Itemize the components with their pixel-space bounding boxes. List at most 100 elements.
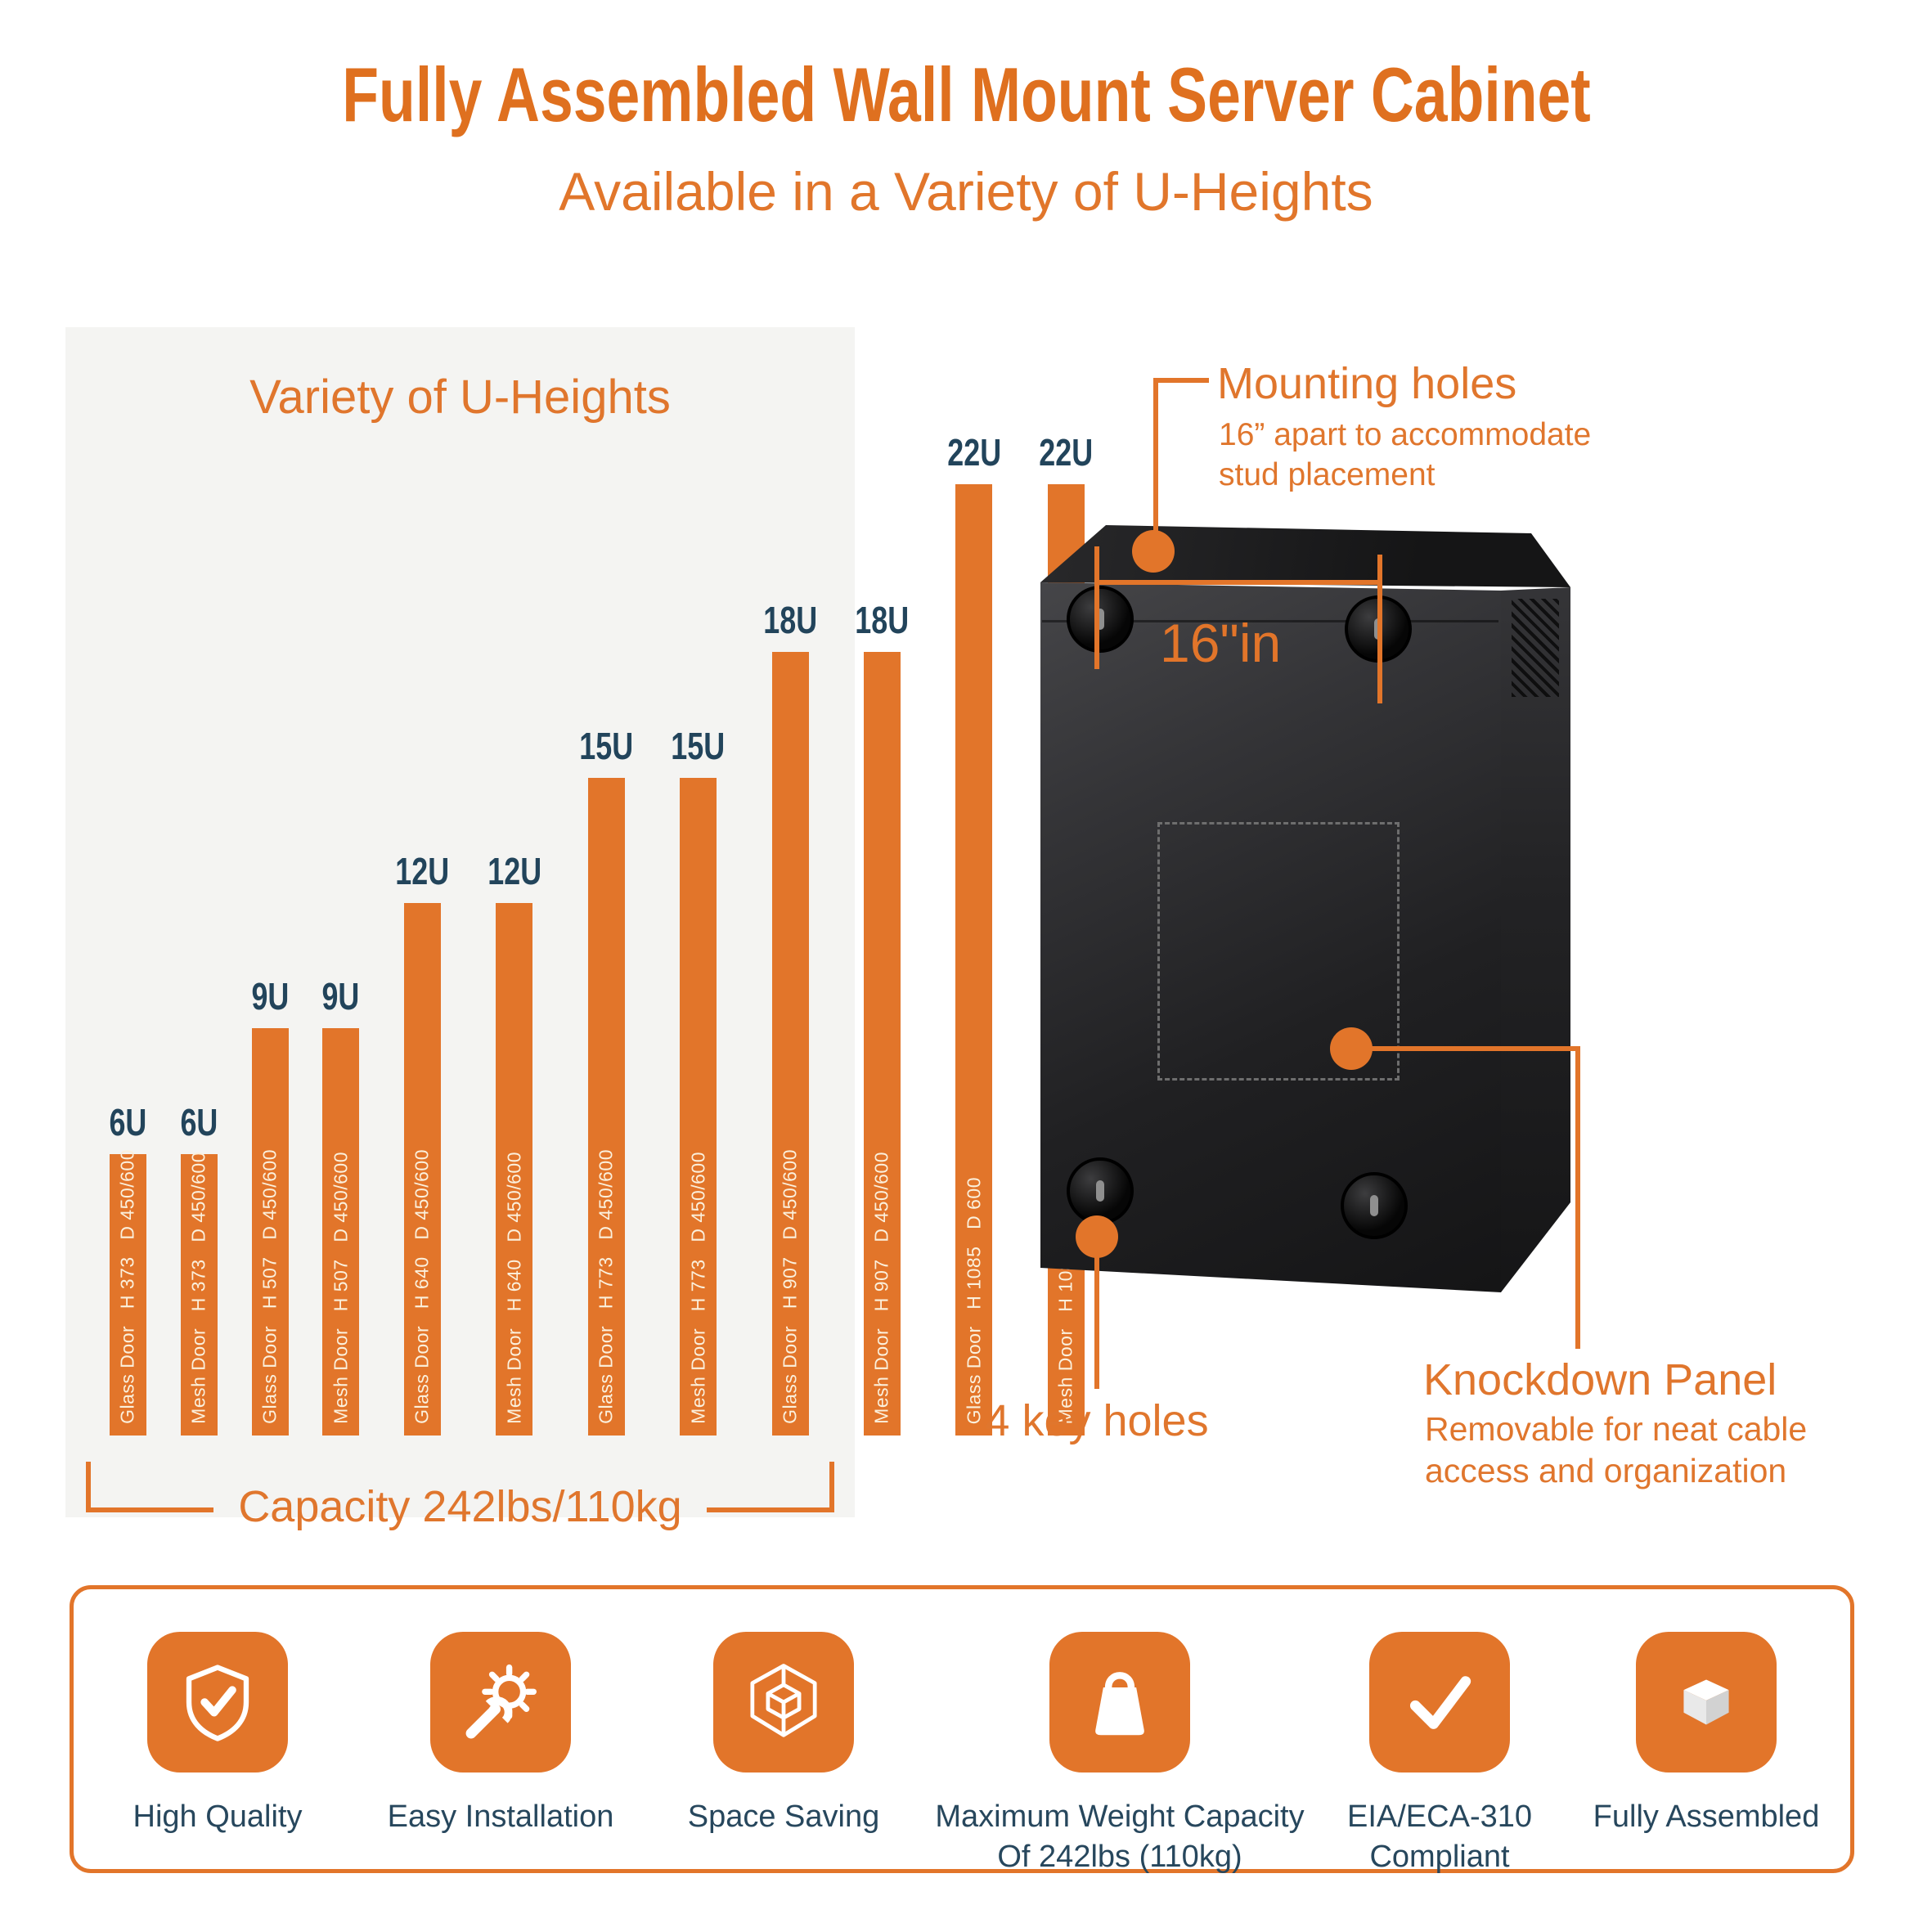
mounting-callout-dot xyxy=(1132,530,1175,573)
feature-fully-assembled: Fully Assembled xyxy=(1567,1632,1845,1837)
feature-label: Fully Assembled xyxy=(1593,1799,1820,1834)
bar-spec-label: Mesh Door H 640 D 450/600 xyxy=(503,1152,525,1424)
bar: Mesh Door H 640 D 450/600 xyxy=(496,903,533,1436)
bar-spec-label: Mesh Door H 907 D 450/600 xyxy=(870,1152,892,1424)
weight-icon xyxy=(1049,1632,1190,1772)
bar-spec-label: Glass Door H 640 D 450/600 xyxy=(411,1149,433,1424)
mounting-callout-line-vertical xyxy=(1153,378,1158,540)
bar-column: 18U Glass Door H 907 D 450/600 xyxy=(756,598,824,1436)
feature-high-quality: High Quality xyxy=(79,1632,357,1837)
bar: Glass Door H 640 D 450/600 xyxy=(403,903,441,1436)
keyhole-bottom-left-icon xyxy=(1067,1157,1134,1224)
bar-spec-label: Glass Door H 907 D 450/600 xyxy=(779,1149,801,1424)
cabinet-top-face xyxy=(1040,525,1570,587)
bar-u-label: 18U xyxy=(855,599,910,641)
bar: Glass Door H 773 D 450/600 xyxy=(587,778,625,1436)
features-panel: High Quality Easy Installation xyxy=(70,1585,1854,1876)
bar: Glass Door H 507 D 450/600 xyxy=(251,1028,289,1436)
bar-column: 12U Glass Door H 640 D 450/600 xyxy=(388,849,456,1436)
bar-u-label: 12U xyxy=(395,850,450,892)
dimension-tick-right xyxy=(1377,555,1382,703)
box-icon xyxy=(1636,1632,1777,1772)
bar-spec-label: Mesh Door H 373 D 450/600 xyxy=(187,1152,209,1424)
u-height-chart-panel: Variety of U-Heights 6U Glass Door H 373 … xyxy=(65,327,1093,1531)
bar-spec-label: Glass Door H 1085 D 600 xyxy=(963,1176,985,1424)
wrench-gear-icon xyxy=(430,1632,571,1772)
bar: Glass Door H 373 D 450/600 xyxy=(109,1149,146,1436)
feature-label: Space Saving xyxy=(687,1799,880,1834)
bar-u-label: 9U xyxy=(251,975,289,1018)
capacity-bracket-left xyxy=(86,1462,214,1512)
bar-u-label: 15U xyxy=(579,725,634,767)
feature-max-weight: Maximum Weight Capacity Of 242lbs (110kg… xyxy=(928,1632,1312,1876)
knockdown-panel-outline xyxy=(1157,822,1400,1081)
dimension-tick-left xyxy=(1094,546,1099,669)
cube-icon xyxy=(713,1632,854,1772)
feature-label: Maximum Weight Capacity Of 242lbs (110kg… xyxy=(935,1799,1305,1874)
cabinet-vents xyxy=(1512,599,1559,697)
bar: Mesh Door H 507 D 450/600 xyxy=(322,1028,360,1436)
bar-column: 6U Mesh Door H 373 D 450/600 xyxy=(175,1100,223,1436)
bar-u-label: 18U xyxy=(763,599,817,641)
feature-space-saving: Space Saving xyxy=(645,1632,923,1837)
mounting-holes-desc: 16” apart to accommodate stud placement xyxy=(1219,417,1592,492)
bar-u-label: 6U xyxy=(109,1101,147,1143)
keyhole-top-left-icon xyxy=(1067,586,1134,653)
feature-label: Easy Installation xyxy=(387,1799,614,1834)
bar: Mesh Door H 773 D 450/600 xyxy=(680,778,717,1436)
bar-spec-label: Glass Door H 773 D 450/600 xyxy=(595,1149,617,1424)
bar-u-label: 15U xyxy=(671,725,726,767)
capacity-bracket-right xyxy=(706,1462,834,1512)
bar-column: 15U Glass Door H 773 D 450/600 xyxy=(572,724,640,1436)
bar-u-label: 12U xyxy=(487,850,541,892)
bar-u-label: 9U xyxy=(321,975,360,1018)
mounting-callout-line xyxy=(1153,378,1209,383)
keyholes-label: 4 key holes xyxy=(985,1396,1209,1445)
page-title: Fully Assembled Wall Mount Server Cabine… xyxy=(0,51,1932,139)
keyholes-callout-dot xyxy=(1076,1215,1118,1258)
bar-column: 9U Mesh Door H 507 D 450/600 xyxy=(317,974,365,1436)
bar-spec-label: Mesh Door H 773 D 450/600 xyxy=(687,1152,709,1424)
keyhole-bottom-right-icon xyxy=(1341,1172,1408,1239)
bar: Mesh Door H 373 D 450/600 xyxy=(180,1152,218,1436)
bar-u-label: 6U xyxy=(180,1101,218,1143)
keyholes-callout-line xyxy=(1094,1255,1099,1389)
bar: Glass Door H 1085 D 600 xyxy=(955,484,993,1436)
bar-column: 22U Glass Door H 1085 D 600 xyxy=(940,430,1009,1436)
feature-compliance: EIA/ECA-310 Compliant xyxy=(1317,1632,1562,1876)
bar-chart: 6U Glass Door H 373 D 450/600 6U Mesh Door … xyxy=(104,430,1100,1436)
cabinet-hinge-seam xyxy=(1042,620,1498,622)
checkmark-icon xyxy=(1369,1632,1510,1772)
knockdown-desc: Removable for neat cable access and orga… xyxy=(1425,1410,1808,1490)
chart-title: Variety of U-Heights xyxy=(249,371,671,424)
bar-column: 9U Glass Door H 507 D 450/600 xyxy=(246,974,294,1436)
bar-u-label: 22U xyxy=(946,431,1001,474)
feature-label: High Quality xyxy=(133,1799,303,1834)
bar-column: 6U Glass Door H 373 D 450/600 xyxy=(104,1100,152,1436)
mounting-holes-title: Mounting holes xyxy=(1217,359,1517,408)
capacity-note: Capacity 242lbs/110kg xyxy=(65,1462,855,1531)
dimension-label: 16"in xyxy=(1160,613,1282,673)
bar: Glass Door H 907 D 450/600 xyxy=(771,652,809,1436)
bar: Mesh Door H 907 D 450/600 xyxy=(863,652,901,1436)
bar-spec-label: Glass Door H 373 D 450/600 xyxy=(116,1149,138,1424)
bar-spec-label: Glass Door H 507 D 450/600 xyxy=(258,1149,281,1424)
capacity-label: Capacity 242lbs/110kg xyxy=(238,1482,682,1531)
knockdown-title: Knockdown Panel xyxy=(1423,1355,1777,1404)
bar-column: 12U Mesh Door H 640 D 450/600 xyxy=(480,849,549,1436)
bar-column: 18U Mesh Door H 907 D 450/600 xyxy=(847,598,916,1436)
bar-u-label: 22U xyxy=(1039,431,1094,474)
bar-spec-label: Mesh Door H 507 D 450/600 xyxy=(330,1152,352,1424)
feature-easy-installation: Easy Installation xyxy=(362,1632,640,1837)
server-cabinet-illustration xyxy=(1014,515,1587,1333)
knockdown-callout-line-vertical xyxy=(1575,1046,1580,1349)
feature-label: EIA/ECA-310 Compliant xyxy=(1347,1799,1532,1874)
page-title-text: Fully Assembled Wall Mount Server Cabine… xyxy=(341,52,1591,137)
cabinet-side-panel xyxy=(1501,587,1570,1292)
dimension-line xyxy=(1097,580,1382,585)
knockdown-callout-line xyxy=(1351,1046,1580,1051)
shield-check-icon xyxy=(147,1632,288,1772)
bar-column: 15U Mesh Door H 773 D 450/600 xyxy=(663,724,732,1436)
page-subtitle: Available in a Variety of U-Heights xyxy=(559,161,1373,222)
